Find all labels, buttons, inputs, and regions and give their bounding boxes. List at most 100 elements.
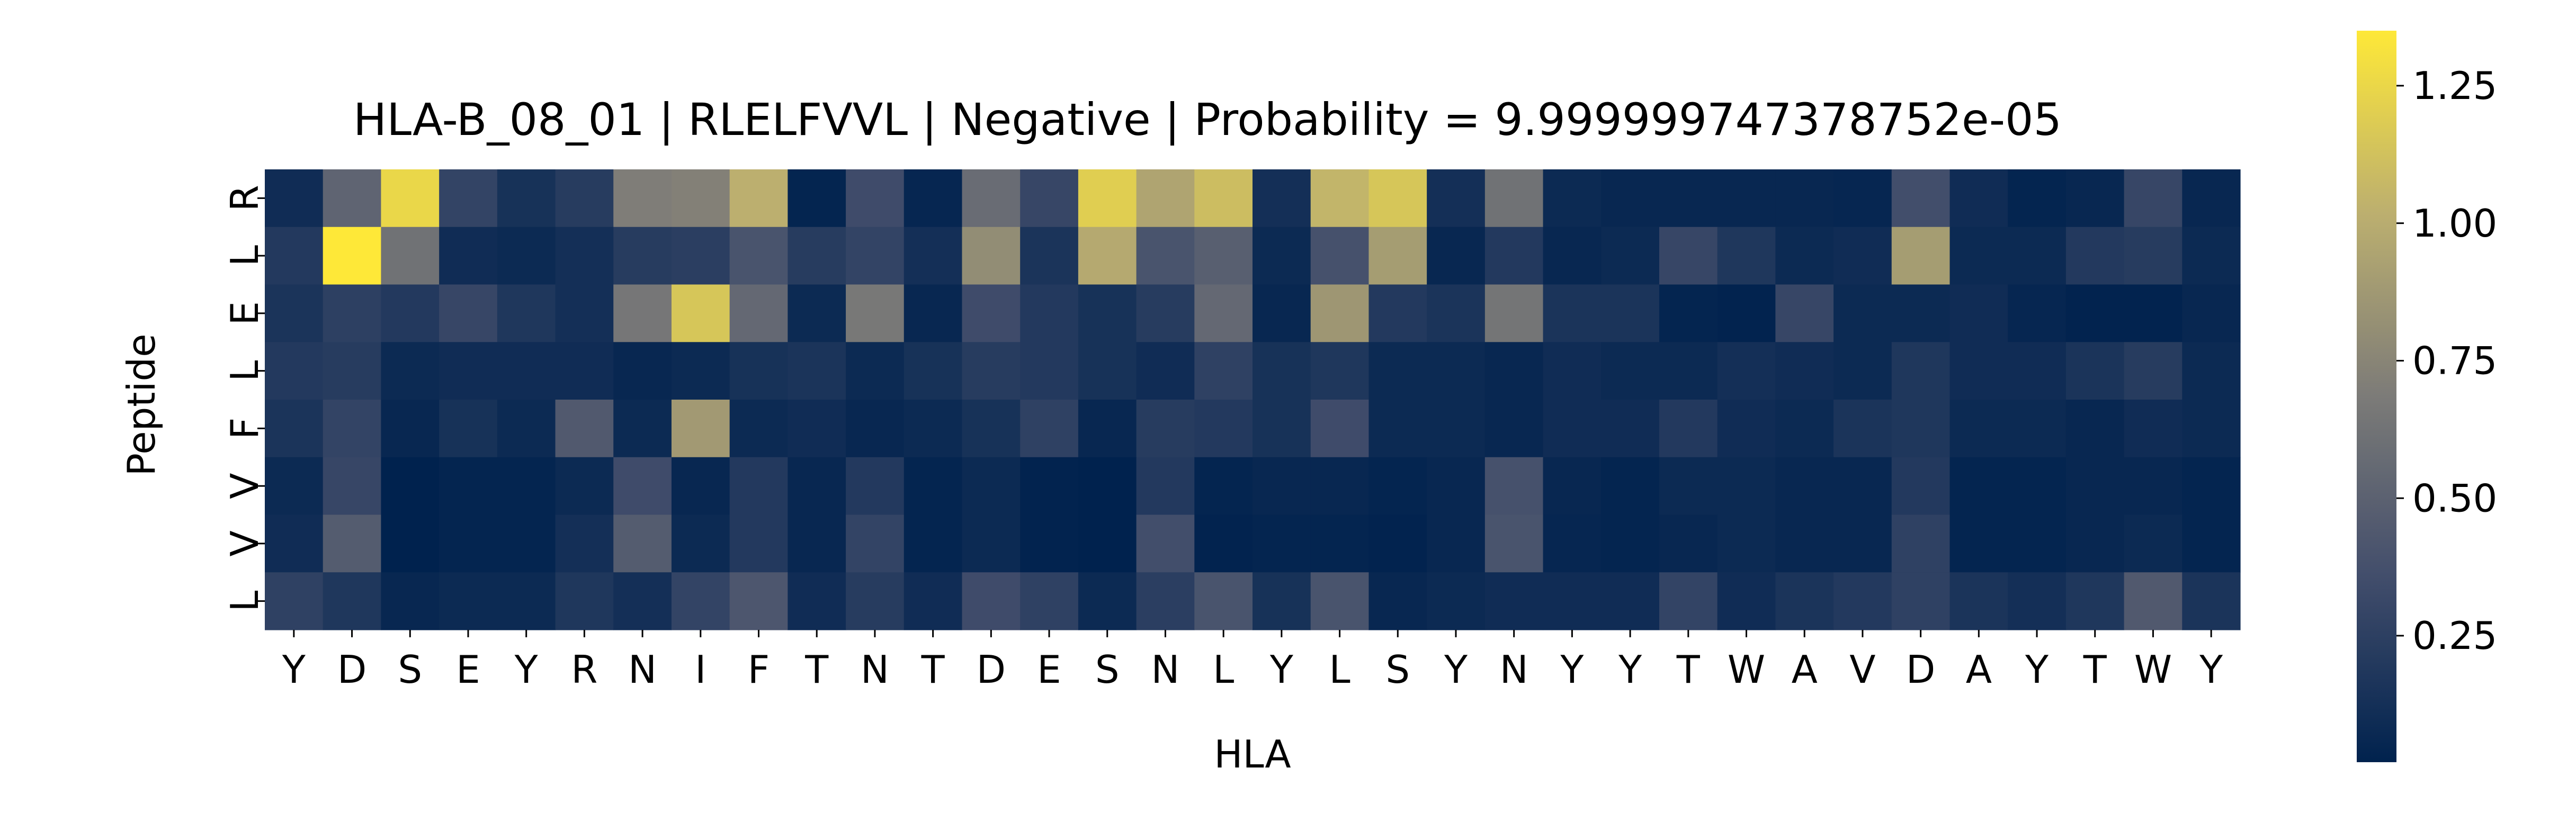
heatmap-cell [439,169,498,228]
heatmap-cell [1078,400,1137,458]
heatmap-cell [2065,457,2125,516]
heatmap-cell [1078,342,1137,400]
heatmap-cell [1833,342,1892,400]
heatmap-cell [323,514,382,573]
x-tick-label: D [337,647,366,692]
heatmap-cell [846,400,905,458]
heatmap-cell [1427,284,1486,342]
heatmap-cell [381,572,440,630]
heatmap-cell [497,400,556,458]
heatmap-cell [962,457,1021,516]
x-tick-label: L [1329,647,1350,692]
heatmap-cell [1601,400,1660,458]
heatmap-cell [1368,169,1427,228]
heatmap-cell [962,342,1021,400]
heatmap-cell [439,514,498,573]
heatmap-cell [671,284,730,342]
heatmap-cell [962,284,1021,342]
heatmap-cells [265,169,2241,630]
heatmap-cell [1368,572,1427,630]
colorbar-tick-label: 1.00 [2412,201,2497,246]
heatmap-cell [729,342,788,400]
heatmap-cell [265,514,324,573]
heatmap-cell [2182,227,2241,285]
heatmap-cell [1427,457,1486,516]
x-tick-label: N [628,647,657,692]
heatmap-cell [555,227,614,285]
colorbar-ticks: 0.25 0.50 0.75 1.00 1.25 [2396,64,2497,658]
chart-title: HLA-B_08_01 | RLELFVVL | Negative | Prob… [353,94,2062,146]
heatmap-cell [1833,457,1892,516]
y-tick-label: V [222,530,267,556]
x-tick-label: Y [2025,647,2049,692]
heatmap-cell [904,400,963,458]
heatmap-cell [1310,169,1370,228]
heatmap-cell [788,514,846,573]
heatmap-cell [1659,342,1718,400]
heatmap-cell [904,342,963,400]
heatmap-cell [729,514,788,573]
heatmap-cell [2065,514,2125,573]
heatmap-cell [1427,169,1486,228]
heatmap-cell [1601,169,1660,228]
heatmap-cell [1601,572,1660,630]
heatmap-cell [613,169,672,228]
heatmap-cell [1368,400,1427,458]
heatmap-cell [1484,400,1544,458]
heatmap-cell [846,169,905,228]
heatmap-cell [1775,227,1834,285]
heatmap-cell [1775,342,1834,400]
heatmap-cell [439,342,498,400]
heatmap-cell [1078,514,1137,573]
heatmap-cell [2008,342,2067,400]
x-tick-label: F [748,647,770,692]
heatmap-cell [1020,227,1079,285]
colorbar [2357,31,2396,762]
y-tick-label: F [222,418,267,439]
heatmap-cell [1601,342,1660,400]
heatmap-cell [1484,342,1544,400]
heatmap-cell [2008,227,2067,285]
heatmap-cell [265,342,324,400]
colorbar-tick-label: 1.25 [2412,64,2497,108]
heatmap-cell [381,342,440,400]
heatmap-cell [555,169,614,228]
heatmap-cell [2065,342,2125,400]
x-tick-label: W [2134,647,2172,692]
x-tick-label: T [2083,647,2107,692]
heatmap-cell [1194,572,1253,630]
y-tick-label: R [222,185,267,211]
heatmap-cell [2182,514,2241,573]
heatmap-cell [381,457,440,516]
heatmap-cell [1775,400,1834,458]
heatmap-cell [788,457,846,516]
heatmap-cell [2065,169,2125,228]
heatmap-cell [1427,572,1486,630]
x-tick-label: S [1095,647,1120,692]
heatmap-cell [2008,457,2067,516]
heatmap-cell [846,572,905,630]
heatmap-cell [1020,457,1079,516]
heatmap-cell [2008,572,2067,630]
heatmap-cell [2008,400,2067,458]
heatmap-cell [265,227,324,285]
heatmap-cell [2008,169,2067,228]
heatmap-cell [962,400,1021,458]
heatmap-cell [1368,284,1427,342]
heatmap-cell [1543,342,1602,400]
heatmap-cell [729,400,788,458]
x-axis-label: HLA [1214,732,1291,776]
heatmap-cell [1891,572,1951,630]
heatmap-cell [323,227,382,285]
heatmap-cell [497,227,556,285]
heatmap-cell [1543,572,1602,630]
heatmap-cell [439,572,498,630]
heatmap-cell [729,284,788,342]
heatmap-cell [1543,514,1602,573]
heatmap-cell [1833,400,1892,458]
heatmap-cell [1659,284,1718,342]
heatmap-cell [1020,169,1079,228]
heatmap-cell [1136,457,1195,516]
heatmap-cell [1253,227,1311,285]
heatmap-cell [1891,457,1951,516]
